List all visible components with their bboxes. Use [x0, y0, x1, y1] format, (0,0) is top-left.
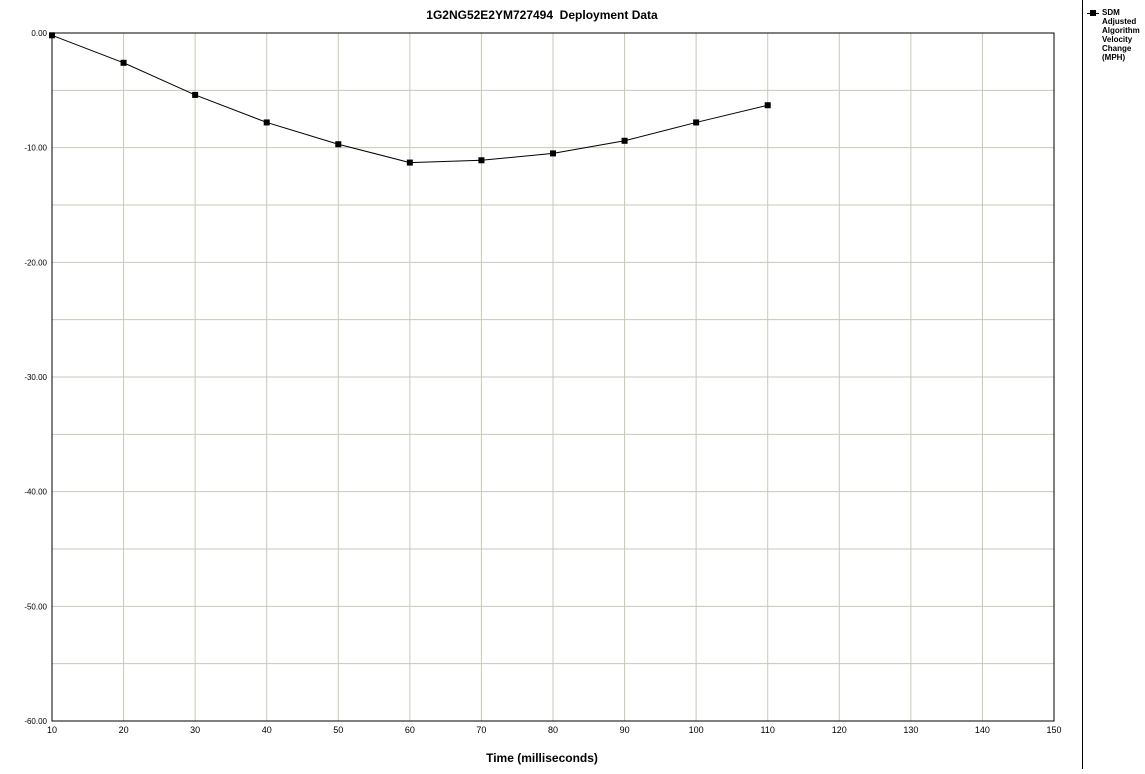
data-point-marker	[621, 137, 628, 144]
legend-divider	[1082, 0, 1083, 769]
legend-label: SDM Adjusted Algorithm Velocity Change (…	[1102, 8, 1140, 62]
legend-marker-icon	[1087, 9, 1099, 18]
plot-frame	[51, 32, 1055, 722]
data-point-marker	[764, 102, 771, 109]
y-tick-label: -60.00	[24, 717, 47, 726]
grid	[51, 32, 1055, 722]
x-axis-ticks: 10 20 30 40 50 60 70 80 90 100 110 120 130 140 150	[47, 725, 1062, 735]
x-tick-label: 130	[903, 725, 918, 735]
series	[49, 32, 771, 166]
data-point-marker	[335, 141, 342, 148]
x-tick-label: 90	[620, 725, 630, 735]
y-axis-ticks: 0.00 -10.00 -20.00 -30.00 -40.00 -50.00 -60.00	[24, 29, 47, 726]
y-tick-label: 0.00	[31, 29, 47, 38]
x-tick-label: 80	[548, 725, 558, 735]
line-chart: 10 20 30 40 50 60 70 80 90 100 110 120 130 140 150 0.0…	[24, 8, 1062, 765]
data-point-marker	[478, 157, 485, 164]
legend-item: SDM Adjusted Algorithm Velocity Change (…	[1087, 8, 1145, 62]
chart-title: 1G2NG52E2YM727494 Deployment Data	[426, 8, 658, 22]
x-tick-label: 60	[405, 725, 415, 735]
data-point-marker	[693, 119, 700, 126]
data-point-marker	[49, 32, 55, 39]
y-tick-label: -10.00	[24, 144, 47, 153]
x-tick-label: 50	[333, 725, 343, 735]
legend: SDM Adjusted Algorithm Velocity Change (…	[1087, 8, 1145, 62]
x-tick-label: 30	[190, 725, 200, 735]
x-tick-label: 10	[47, 725, 57, 735]
data-point-marker	[120, 59, 127, 66]
x-tick-label: 40	[262, 725, 272, 735]
y-tick-label: -40.00	[24, 488, 47, 497]
x-tick-label: 120	[832, 725, 847, 735]
data-point-marker	[263, 119, 270, 126]
x-tick-label: 70	[476, 725, 486, 735]
x-tick-label: 110	[761, 725, 775, 735]
y-tick-label: -30.00	[24, 373, 47, 382]
x-tick-label: 150	[1046, 725, 1061, 735]
x-axis-label: Time (milliseconds)	[486, 751, 598, 765]
y-tick-label: -20.00	[24, 258, 47, 267]
x-tick-label: 100	[689, 725, 704, 735]
data-point-marker	[550, 150, 556, 157]
y-tick-label: -50.00	[24, 602, 47, 611]
data-point-marker	[192, 91, 199, 98]
x-tick-label: 20	[119, 725, 129, 735]
chart-area: 10 20 30 40 50 60 70 80 90 100 110 120 130 140 150 0.0…	[24, 8, 1062, 765]
data-point-marker	[406, 159, 413, 166]
x-tick-label: 140	[975, 725, 990, 735]
